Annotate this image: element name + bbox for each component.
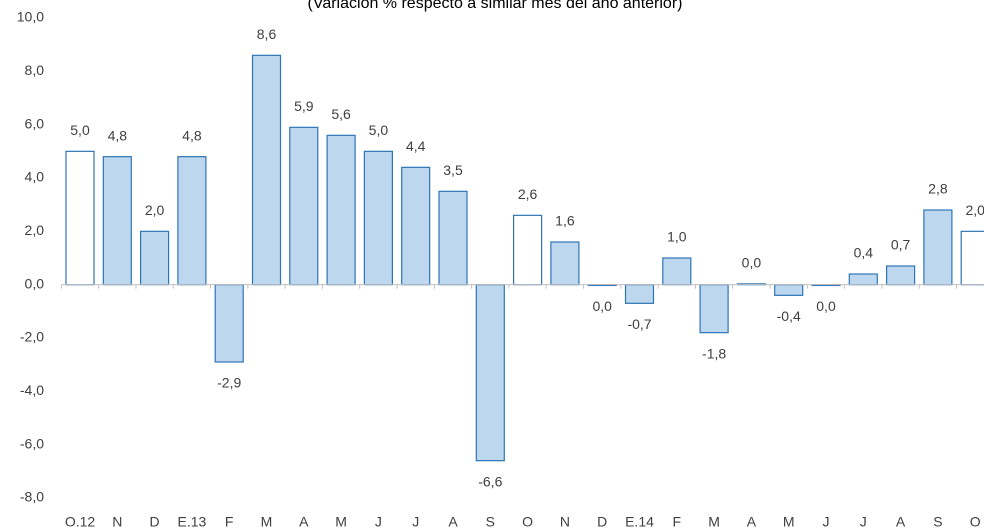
x-tick-label: S: [486, 514, 495, 530]
bar: [885, 265, 916, 286]
bar: [214, 284, 244, 363]
value-label: 0,0: [816, 298, 836, 314]
x-tick-label: M: [261, 514, 273, 530]
bar: [363, 150, 393, 286]
x-tick-label: M: [335, 514, 347, 530]
bar: [774, 284, 804, 296]
x-tick-label: D: [150, 514, 160, 530]
value-label: 0,7: [891, 237, 911, 253]
value-label: 2,6: [518, 186, 538, 202]
x-tick-label: A: [299, 514, 309, 530]
x-tick-label: E.14: [625, 514, 654, 530]
x-tick-label: A: [747, 514, 757, 530]
y-tick-label: -2,0: [20, 329, 44, 345]
value-label: 0,0: [592, 298, 612, 314]
y-tick-label: 8,0: [25, 62, 45, 78]
bar: [662, 257, 692, 286]
bar: [699, 284, 729, 334]
x-tick-label: E.13: [177, 514, 206, 530]
value-label: -0,7: [627, 316, 651, 332]
y-tick-label: 4,0: [25, 169, 45, 185]
bar: [848, 273, 878, 286]
x-tick-label: J: [823, 514, 830, 530]
x-tick-label: N: [112, 514, 122, 530]
bar: [475, 284, 505, 462]
y-tick-label: 0,0: [25, 275, 45, 291]
value-label: 5,6: [331, 106, 351, 122]
bar: [923, 209, 953, 286]
bar: [401, 166, 431, 286]
value-label: 1,6: [555, 213, 575, 229]
value-label: 3,5: [443, 162, 463, 178]
chart-subtitle: (Variación % respecto a similar mes del …: [308, 0, 683, 12]
bar: [550, 241, 580, 286]
x-tick-label: D: [597, 514, 607, 530]
value-label: 1,0: [667, 229, 687, 245]
y-tick-label: -6,0: [20, 435, 44, 451]
value-label: 2,0: [145, 202, 165, 218]
bar: [251, 54, 282, 286]
x-tick-label: J: [860, 514, 867, 530]
y-tick-label: 10,0: [17, 9, 44, 25]
x-tick-label: O: [522, 514, 533, 530]
x-tick-label: M: [708, 514, 720, 530]
bar: [326, 134, 356, 286]
y-tick-label: 6,0: [25, 115, 45, 131]
value-label: 0,4: [854, 245, 874, 261]
bar: [177, 156, 207, 286]
value-label: -0,4: [777, 308, 801, 324]
x-tick-label: N: [560, 514, 570, 530]
bar: [624, 284, 655, 304]
x-tick-label: M: [783, 514, 795, 530]
y-tick-label: -4,0: [20, 382, 44, 398]
bar: [438, 190, 468, 286]
bar: [512, 214, 543, 286]
bar: [65, 150, 95, 286]
bar: [102, 156, 132, 286]
value-label: 4,4: [406, 138, 426, 154]
value-label: 5,0: [369, 122, 389, 138]
x-tick-label: S: [933, 514, 942, 530]
value-label: -6,6: [478, 473, 502, 489]
y-tick-label: 2,0: [25, 222, 45, 238]
value-label: 5,9: [294, 98, 314, 114]
value-label: 2,8: [928, 181, 948, 197]
x-tick-label: O: [970, 514, 981, 530]
y-tick-label: -8,0: [20, 489, 44, 505]
x-tick-label: O.12: [65, 514, 96, 530]
bar: [289, 126, 319, 286]
value-label: 8,6: [257, 26, 277, 42]
x-tick-label: A: [896, 514, 906, 530]
value-label: 5,0: [70, 122, 90, 138]
x-tick-label: A: [448, 514, 458, 530]
value-label: -2,9: [217, 375, 241, 391]
value-label: -1,8: [702, 345, 726, 361]
value-label: 4,8: [182, 127, 202, 143]
x-tick-label: J: [412, 514, 419, 530]
value-label: 0,0: [742, 255, 762, 271]
bar: [140, 230, 170, 286]
x-tick-label: F: [673, 514, 682, 530]
x-tick-label: J: [375, 514, 382, 530]
value-label: 4,8: [108, 127, 128, 143]
x-tick-label: F: [225, 514, 234, 530]
bar: [960, 230, 984, 286]
value-label: 2,0: [965, 202, 984, 218]
